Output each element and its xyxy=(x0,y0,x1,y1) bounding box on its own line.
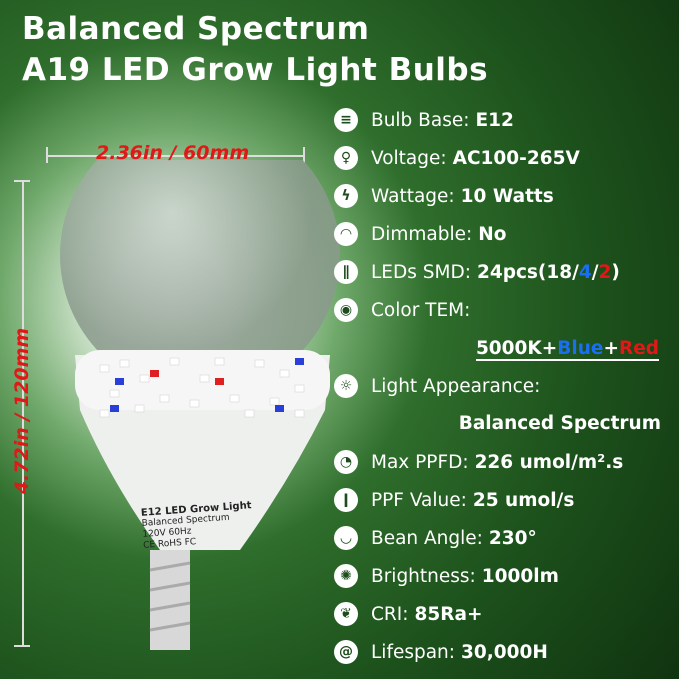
spec-label: Dimmable: xyxy=(371,223,473,245)
light-appearance-value: Balanced Spectrum xyxy=(458,413,661,434)
spec-label: PPF Value: xyxy=(371,489,467,511)
spec-row: ◠ Dimmable: No xyxy=(334,222,506,246)
spec-value: 226 umol/m².s xyxy=(474,451,624,473)
title-line1: Balanced Spectrum xyxy=(22,11,370,47)
bulb-image xyxy=(60,160,340,650)
voltage-bulb-icon: ♀ xyxy=(334,146,358,170)
bulb-printed-label: E12 LED Grow Light Balanced Spectrum 120… xyxy=(141,500,255,552)
spec-label: Bean Angle: xyxy=(371,527,483,549)
spec-value: 1000lm xyxy=(481,565,559,587)
spec-label: Brightness: xyxy=(371,565,476,587)
spec-value: 24pcs(18/4/2) xyxy=(476,261,620,283)
spec-label: Color TEM: xyxy=(371,299,471,321)
height-tick-bottom xyxy=(14,645,30,647)
spec-label: Light Appearance: xyxy=(371,375,541,397)
width-tick-right xyxy=(303,147,305,163)
spec-row: ◔ Max PPFD: 226 umol/m².s xyxy=(334,450,623,474)
spec-label: CRI: xyxy=(371,603,409,625)
height-dimension-line xyxy=(22,180,24,645)
spec-row: ☼ Light Appearance: xyxy=(334,374,540,398)
spec-value: No xyxy=(478,223,507,245)
spec-row: ❦ CRI: 85Ra+ xyxy=(334,602,482,626)
spec-value: 30,000H xyxy=(461,641,548,663)
width-dimension-label: 2.36in / 60mm xyxy=(96,142,250,164)
bulb-base-icon: ≡ xyxy=(334,108,358,132)
width-tick-left xyxy=(46,147,48,163)
spec-row: ∥ LEDs SMD: 24pcs(18/4/2) xyxy=(334,260,620,284)
led-stripes-icon: ∥ xyxy=(334,260,358,284)
thermometer-icon: ǀ xyxy=(334,488,358,512)
spec-row: ◡ Bean Angle: 230° xyxy=(334,526,537,550)
spec-label: LEDs SMD: xyxy=(371,261,471,283)
spec-value: E12 xyxy=(475,109,514,131)
spec-value: AC100-265V xyxy=(452,147,580,169)
leaf-icon: ❦ xyxy=(334,602,358,626)
beam-angle-icon: ◡ xyxy=(334,526,358,550)
color-tem-value: 5000K+Blue+Red xyxy=(475,338,659,361)
title-line2: A19 LED Grow Light Bulbs xyxy=(22,52,489,88)
spec-row: ϟ Wattage: 10 Watts xyxy=(334,184,554,208)
gauge-icon: ◔ xyxy=(334,450,358,474)
light-appearance-icon: ☼ xyxy=(334,374,358,398)
spec-row: ǀ PPF Value: 25 umol/s xyxy=(334,488,574,512)
height-tick-top xyxy=(14,180,30,182)
eye-icon: ◉ xyxy=(334,298,358,322)
spec-label: Lifespan: xyxy=(371,641,456,663)
spec-row: @ Lifespan: 30,000H xyxy=(334,640,548,664)
spec-label: Voltage: xyxy=(371,147,447,169)
spec-row: ♀ Voltage: AC100-265V xyxy=(334,146,580,170)
spec-row: ◉ Color TEM: xyxy=(334,298,470,322)
dimmer-icon: ◠ xyxy=(334,222,358,246)
spec-label: Max PPFD: xyxy=(371,451,469,473)
spec-row: ✺ Brightness: 1000lm xyxy=(334,564,559,588)
spec-value: 85Ra+ xyxy=(414,603,483,625)
spec-value: 25 umol/s xyxy=(472,489,575,511)
lightning-icon: ϟ xyxy=(334,184,358,208)
spec-label: Wattage: xyxy=(371,185,455,207)
spec-label: Bulb Base: xyxy=(371,109,470,131)
sun-icon: ✺ xyxy=(334,564,358,588)
snail-icon: @ xyxy=(334,640,358,664)
width-dimension-line xyxy=(46,155,304,157)
spec-value: 230° xyxy=(488,527,537,549)
spec-value: 10 Watts xyxy=(460,185,554,207)
height-dimension-label: 4.72in / 120mm xyxy=(11,327,33,495)
spec-row: ≡ Bulb Base: E12 xyxy=(334,108,514,132)
